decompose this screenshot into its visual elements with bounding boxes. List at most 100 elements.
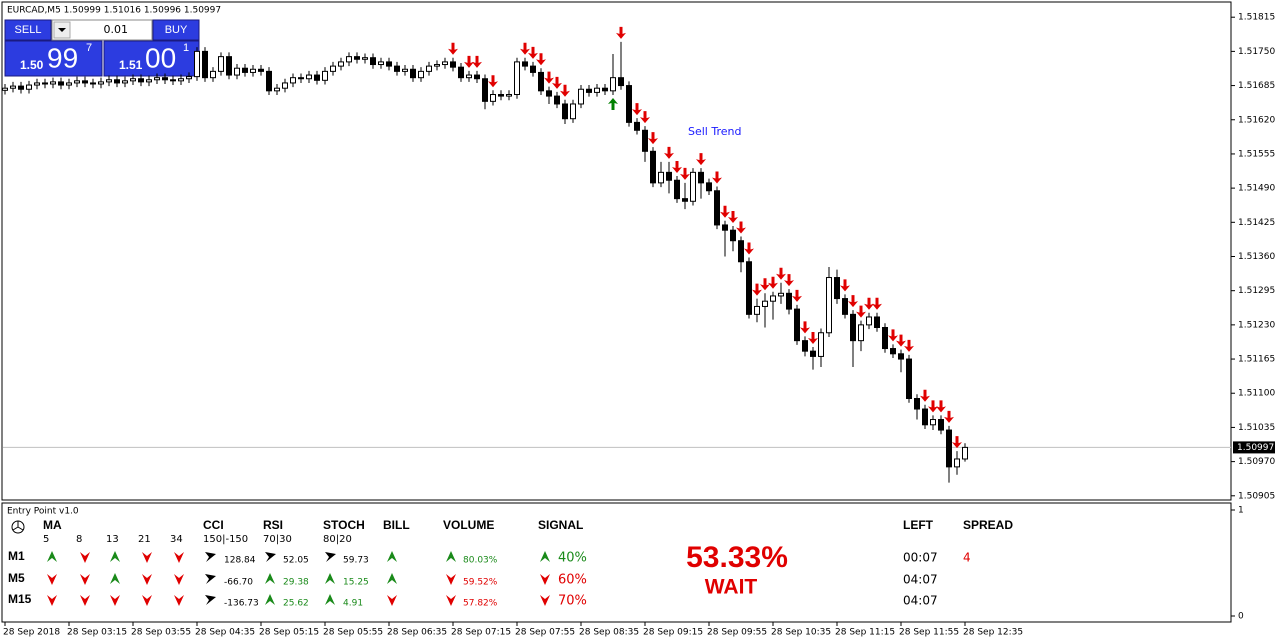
candle-body bbox=[794, 308, 800, 342]
cci-value: 128.84 bbox=[224, 556, 256, 566]
ask-frac: 1 bbox=[183, 42, 189, 54]
trend-arrow bbox=[387, 573, 397, 584]
ask-pips: 00 bbox=[145, 42, 176, 73]
buy-button[interactable] bbox=[152, 19, 200, 41]
candle-body bbox=[122, 80, 128, 84]
candle-body bbox=[690, 171, 696, 202]
candle-body bbox=[650, 150, 656, 184]
candle-body bbox=[338, 61, 344, 67]
candle-body bbox=[666, 171, 672, 181]
y-tick-label: 1.51295 bbox=[1238, 286, 1275, 296]
indicator-icon bbox=[11, 520, 25, 534]
candle-body bbox=[450, 61, 456, 68]
candle-body bbox=[474, 74, 480, 80]
candle-body bbox=[866, 316, 872, 326]
candle-body bbox=[26, 84, 32, 90]
candle-body bbox=[842, 298, 848, 315]
ask-box[interactable] bbox=[103, 40, 200, 77]
timeframe: M5 bbox=[8, 571, 25, 585]
candle-body bbox=[538, 71, 544, 92]
ma-period: 13 bbox=[106, 534, 119, 545]
trend-arrow bbox=[540, 574, 550, 585]
sell-arrow bbox=[952, 436, 962, 449]
candle-body bbox=[594, 87, 600, 93]
candle-body bbox=[546, 90, 552, 97]
trend-arrow bbox=[80, 595, 90, 606]
bid-big: 1.50 bbox=[20, 58, 44, 72]
ma-period: 34 bbox=[170, 534, 183, 545]
buy-label[interactable]: BUY bbox=[165, 24, 188, 36]
candle-body bbox=[722, 224, 728, 231]
trend-arrow bbox=[110, 551, 120, 562]
sell-arrow bbox=[904, 339, 914, 352]
sell-arrow bbox=[640, 111, 650, 124]
column-header: CCI bbox=[203, 518, 224, 532]
candle-body bbox=[202, 50, 208, 79]
candle-body bbox=[146, 79, 152, 83]
candle-body bbox=[162, 77, 168, 81]
trend-arrow bbox=[325, 552, 336, 562]
x-tick-label: 28 Sep 04:35 bbox=[195, 628, 255, 638]
candle-body bbox=[626, 85, 632, 123]
trend-arrow bbox=[142, 595, 152, 606]
sell-arrow bbox=[800, 321, 810, 334]
sell-arrow bbox=[448, 42, 458, 55]
candle-body bbox=[258, 68, 264, 72]
sell-arrow bbox=[488, 75, 498, 88]
trend-arrow bbox=[325, 573, 335, 584]
trend-arrow bbox=[540, 551, 550, 562]
chart-frame bbox=[1, 1, 1232, 501]
candle-body bbox=[442, 61, 448, 66]
candle-body bbox=[890, 348, 896, 355]
candle-body bbox=[738, 240, 744, 263]
indicator-title: Entry Point v1.0 bbox=[7, 507, 79, 517]
sell-arrow bbox=[720, 205, 730, 218]
x-tick-label: 28 Sep 05:15 bbox=[259, 628, 319, 638]
sell-arrow bbox=[864, 297, 874, 310]
candle-body bbox=[906, 358, 912, 399]
sell-button[interactable] bbox=[4, 19, 52, 41]
sell-arrow bbox=[920, 389, 930, 402]
sell-arrow bbox=[872, 297, 882, 310]
candle-body bbox=[658, 171, 664, 184]
sell-arrow bbox=[736, 221, 746, 234]
stoch-value: 4.91 bbox=[343, 599, 363, 609]
candle-body bbox=[154, 77, 160, 81]
sell-arrow bbox=[472, 55, 482, 68]
candle-body bbox=[602, 87, 608, 92]
sell-arrow bbox=[544, 71, 554, 84]
candle-body bbox=[770, 295, 776, 302]
candle-body bbox=[58, 81, 64, 86]
trend-arrow bbox=[205, 552, 216, 562]
y-tick-label: 1.51685 bbox=[1238, 81, 1275, 91]
candle-body bbox=[234, 67, 240, 76]
candle-body bbox=[274, 87, 280, 92]
trend-arrow bbox=[110, 573, 120, 584]
candle-body bbox=[482, 78, 488, 102]
sell-label[interactable]: SELL bbox=[15, 24, 42, 36]
candle-body bbox=[90, 82, 96, 85]
candle-body bbox=[610, 77, 616, 92]
candle-body bbox=[370, 57, 376, 66]
trend-arrow bbox=[265, 552, 276, 562]
sell-arrow bbox=[944, 410, 954, 423]
lot-value[interactable]: 0.01 bbox=[104, 23, 129, 36]
x-tick-label: 28 Sep 06:35 bbox=[387, 628, 447, 638]
candle-body bbox=[810, 350, 816, 357]
candle-body bbox=[98, 81, 104, 85]
candle-body bbox=[378, 61, 384, 66]
trend-arrow bbox=[80, 552, 90, 563]
candle-body bbox=[850, 313, 856, 342]
bid-pips: 99 bbox=[47, 42, 78, 73]
candle-body bbox=[946, 429, 952, 468]
ma-period: 21 bbox=[138, 534, 151, 545]
trend-arrow bbox=[47, 551, 57, 562]
candle-body bbox=[746, 261, 752, 315]
candle-body bbox=[410, 68, 416, 79]
trend-arrow bbox=[325, 594, 335, 605]
candle-body bbox=[522, 61, 528, 67]
bid-box[interactable] bbox=[4, 40, 103, 77]
volume-value: 59.52% bbox=[463, 578, 498, 588]
lot-input[interactable] bbox=[51, 19, 153, 41]
